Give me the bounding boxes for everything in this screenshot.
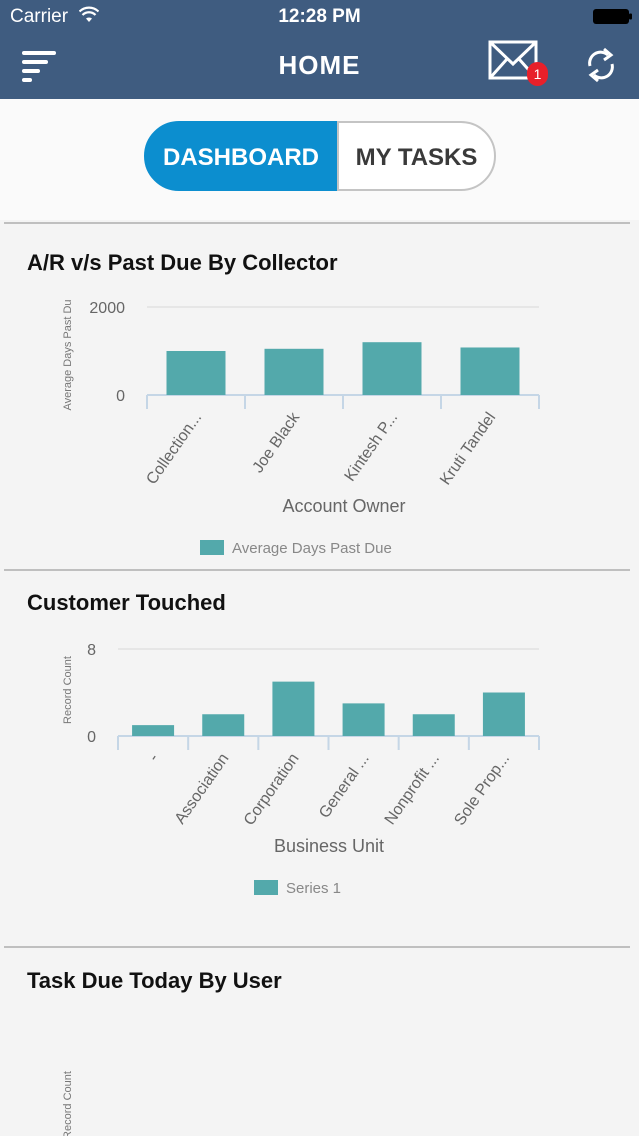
x-axis-label: Account Owner xyxy=(282,496,405,516)
x-tick-label: Kintesh P... xyxy=(342,410,402,485)
menu-icon[interactable] xyxy=(20,48,58,84)
x-tick-label: General ... xyxy=(316,751,373,822)
bar xyxy=(264,348,324,395)
chart-customer-touched: 8 0 Record Count - Association Corporation Gen… xyxy=(62,642,540,856)
y-axis-label: Average Days Past Du xyxy=(62,299,74,410)
y-tick-label: 8 xyxy=(87,642,96,659)
x-tick-label: Corporation xyxy=(241,751,303,829)
legend-label: Series 1 xyxy=(286,880,342,897)
x-tick-label: Kruti Tandel xyxy=(437,410,499,489)
section-title-customer-touched: Customer Touched xyxy=(27,590,226,615)
status-time: 12:28 PM xyxy=(278,6,361,27)
tab-area: DASHBOARD MY TASKS xyxy=(0,99,639,220)
page-title: HOME xyxy=(278,50,361,80)
legend-swatch xyxy=(254,880,278,895)
x-tick-label: Collection... xyxy=(143,410,205,488)
bar xyxy=(412,714,455,736)
divider xyxy=(4,946,630,948)
section-title-task-due-today: Task Due Today By User xyxy=(27,968,282,993)
divider xyxy=(4,569,630,571)
refresh-icon[interactable] xyxy=(584,46,618,84)
tab-my-tasks[interactable]: MY TASKS xyxy=(337,121,496,191)
notification-badge: 1 xyxy=(527,62,548,86)
app-header: HOME 1 xyxy=(0,32,639,99)
chart-task-due-today: Record Count xyxy=(62,1071,74,1136)
divider xyxy=(4,222,630,224)
x-axis-label: Business Unit xyxy=(274,836,384,856)
x-tick-label: Joe Black xyxy=(250,409,304,476)
bar xyxy=(342,703,385,736)
x-tick-label: Sole Prop... xyxy=(451,751,513,829)
y-axis-label: Record Count xyxy=(62,656,74,724)
bar xyxy=(460,347,520,395)
chart-ar-past-due: 2000 0 Average Days Past Du Collection... Jo… xyxy=(62,299,540,516)
bar xyxy=(482,692,525,736)
bar xyxy=(166,351,226,395)
legend-label: Average Days Past Due xyxy=(232,540,392,557)
y-axis-label: Record Count xyxy=(62,1071,74,1136)
carrier-label: Carrier xyxy=(10,6,69,27)
x-tick-label: Nonprofit ... xyxy=(382,751,443,828)
bar xyxy=(272,681,315,736)
x-tick-label: Association xyxy=(172,751,233,828)
y-tick-label: 0 xyxy=(116,388,125,405)
bar xyxy=(362,342,422,395)
bar xyxy=(202,714,245,736)
x-tick-label: - xyxy=(145,751,162,765)
section-title-ar-past-due: A/R v/s Past Due By Collector xyxy=(27,250,338,275)
bar xyxy=(132,725,175,736)
y-tick-label: 2000 xyxy=(89,300,125,317)
legend-swatch xyxy=(200,540,224,555)
status-bar: Carrier 12:28 PM xyxy=(0,0,639,32)
tab-dashboard[interactable]: DASHBOARD xyxy=(144,121,338,191)
wifi-icon xyxy=(79,6,99,22)
battery-icon xyxy=(593,9,632,24)
y-tick-label: 0 xyxy=(87,729,96,746)
